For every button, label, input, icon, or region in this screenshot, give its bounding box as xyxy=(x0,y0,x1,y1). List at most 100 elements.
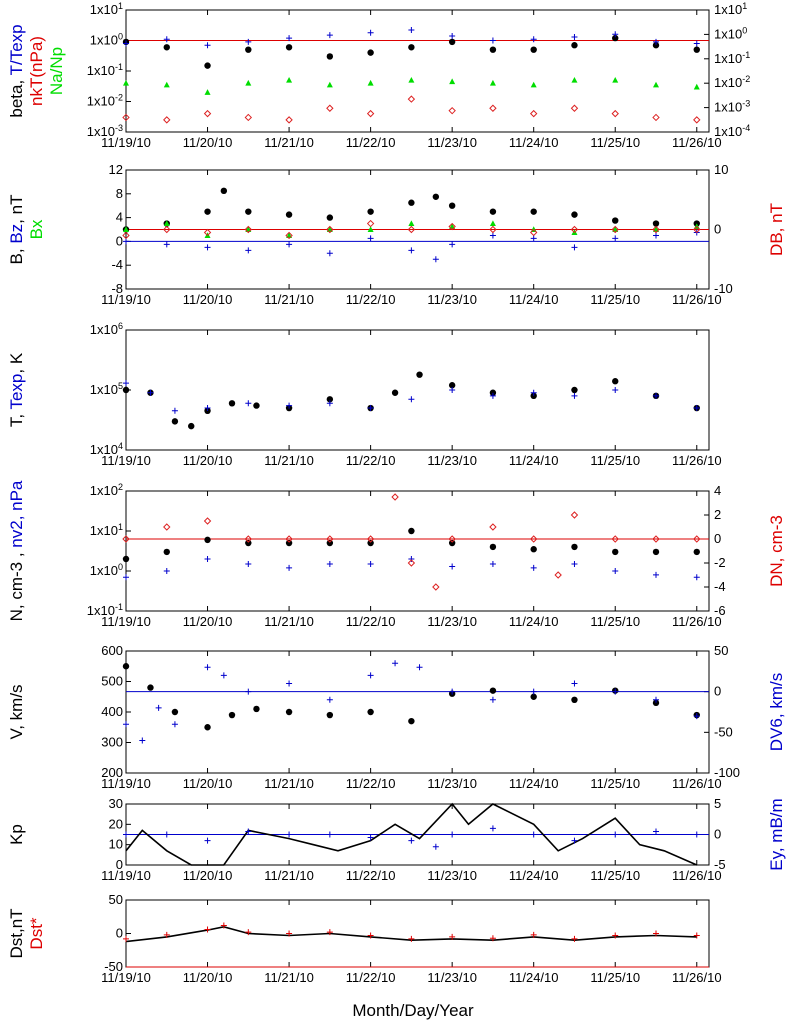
x-tick-label: 11/19/10 xyxy=(101,292,151,307)
data-point xyxy=(367,560,374,567)
data-point xyxy=(203,228,212,237)
y-axis-label-part: Na/Np xyxy=(47,47,66,95)
tick-label: 500 xyxy=(101,674,123,689)
data-point xyxy=(285,539,293,547)
data-point xyxy=(286,241,293,248)
tick-label: -2 xyxy=(714,555,726,570)
series-line xyxy=(125,925,697,943)
x-tick-label: 11/26/10 xyxy=(672,292,722,307)
data-point xyxy=(123,935,129,942)
tick-label: -8 xyxy=(111,281,123,296)
data-point xyxy=(163,36,170,43)
tick-label: 200 xyxy=(101,765,123,780)
data-point xyxy=(326,696,333,703)
x-tick-label: 11/23/10 xyxy=(427,970,477,985)
y-axis-label-part: Ey, mB/m xyxy=(767,798,786,870)
y-axis-label: beta, T/Texp xyxy=(7,24,26,117)
x-tick-label: 11/26/10 xyxy=(672,868,722,883)
tick-label: 50 xyxy=(109,892,123,907)
x-tick-label: 11/22/10 xyxy=(346,776,396,791)
y-axis-label: DV6, km/s xyxy=(767,673,786,751)
data-point xyxy=(612,76,619,83)
x-tick-label: 11/22/10 xyxy=(346,614,396,629)
data-point xyxy=(163,116,171,124)
series-2 xyxy=(123,380,700,414)
tick-label: 12 xyxy=(109,162,123,177)
tick-label: 2 xyxy=(714,507,721,522)
data-point xyxy=(571,935,578,942)
panel-5: 11/19/10 11/20/10 11/21/10 11/22/10 11/23/10… xyxy=(7,643,786,791)
data-point xyxy=(220,672,227,679)
tick-label: -4 xyxy=(714,579,726,594)
data-point xyxy=(204,926,211,933)
y-axis-label: V, km/s xyxy=(7,684,26,739)
data-point xyxy=(253,402,260,409)
data-point xyxy=(228,400,236,407)
data-point xyxy=(204,837,211,844)
x-tick-label: 11/22/10 xyxy=(346,970,396,985)
data-point xyxy=(171,407,178,414)
data-point xyxy=(530,693,537,700)
x-tick-label: 11/25/10 xyxy=(590,453,640,468)
data-point xyxy=(612,31,619,38)
x-tick-label: 11/25/10 xyxy=(590,868,640,883)
tick-label: 0 xyxy=(116,233,123,248)
tick-label: 1x101 xyxy=(90,1,123,17)
data-point xyxy=(611,109,619,118)
tick-label: -10 xyxy=(714,281,733,296)
data-point xyxy=(612,932,619,939)
tick-label: 4 xyxy=(714,483,721,498)
y-axis-label-part: Bz xyxy=(7,224,26,244)
tick-label: 1x10-3 xyxy=(714,99,750,115)
data-point xyxy=(530,389,537,396)
data-point xyxy=(408,76,415,83)
data-point xyxy=(122,663,130,670)
x-tick-label: 11/26/10 xyxy=(672,970,722,985)
y-axis-label: T, Texp, K xyxy=(7,352,26,427)
data-point xyxy=(432,193,440,200)
x-tick-label: 11/21/10 xyxy=(264,776,314,791)
tick-label: 1x10-4 xyxy=(714,123,750,139)
y-axis-label-part: DV6, km/s xyxy=(767,673,786,751)
data-point xyxy=(489,46,497,53)
data-point xyxy=(366,109,375,118)
data-point xyxy=(652,535,660,543)
data-point xyxy=(171,418,179,425)
series-3 xyxy=(123,76,700,95)
plot-frame xyxy=(125,899,710,968)
tick-label: 1x106 xyxy=(90,321,123,337)
x-tick-label: 11/23/10 xyxy=(427,135,477,150)
data-point xyxy=(652,699,660,707)
y-axis-label-part: Kp xyxy=(7,824,26,845)
tick-label: 0 xyxy=(116,926,123,941)
data-point xyxy=(489,523,497,531)
data-point xyxy=(163,523,171,531)
data-point xyxy=(408,247,415,254)
x-tick-label: 11/20/10 xyxy=(183,776,233,791)
panel-1: 11/19/10 11/20/10 11/21/10 11/22/10 11/23/10… xyxy=(7,1,750,150)
data-point xyxy=(408,220,415,227)
data-point xyxy=(693,116,701,124)
data-point xyxy=(554,571,562,579)
data-point xyxy=(571,76,578,83)
tick-label: 4 xyxy=(116,210,123,225)
tick-label: -50 xyxy=(104,959,123,974)
data-point xyxy=(448,535,456,543)
y-axis-label: Na/Np xyxy=(47,47,66,95)
y-axis-label: Bx xyxy=(27,219,46,239)
data-point xyxy=(163,831,170,838)
series-1 xyxy=(122,663,700,731)
tick-label: 0 xyxy=(714,222,721,237)
x-tick-label: 11/25/10 xyxy=(590,776,640,791)
y-axis-label-part: Dst* xyxy=(27,917,46,950)
data-point xyxy=(571,837,578,844)
data-point xyxy=(408,44,415,51)
x-tick-label: 11/19/10 xyxy=(101,970,151,985)
x-tick-label: 11/24/10 xyxy=(509,453,559,468)
data-point xyxy=(326,225,334,234)
data-point xyxy=(571,392,578,399)
data-point xyxy=(530,81,537,88)
y-axis-label-part: , nT xyxy=(7,195,26,224)
data-point xyxy=(391,389,399,396)
